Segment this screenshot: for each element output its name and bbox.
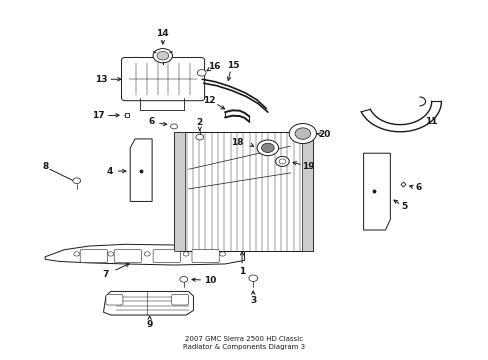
Text: 2: 2: [196, 118, 203, 127]
Circle shape: [153, 49, 172, 63]
Text: 16: 16: [208, 62, 220, 71]
Circle shape: [275, 157, 288, 166]
Text: 15: 15: [226, 61, 239, 70]
FancyBboxPatch shape: [192, 249, 219, 262]
Text: 8: 8: [43, 162, 49, 171]
Circle shape: [279, 159, 285, 164]
FancyBboxPatch shape: [153, 249, 180, 262]
Circle shape: [180, 276, 187, 282]
Circle shape: [248, 275, 257, 282]
Circle shape: [197, 69, 205, 76]
Text: 10: 10: [204, 275, 216, 284]
Text: 17: 17: [92, 111, 105, 120]
Text: 13: 13: [95, 75, 107, 84]
Polygon shape: [130, 139, 152, 202]
Polygon shape: [103, 292, 193, 315]
FancyBboxPatch shape: [106, 294, 122, 305]
Text: 2007 GMC Sierra 2500 HD Classic
Radiator & Components Diagram 3: 2007 GMC Sierra 2500 HD Classic Radiator…: [183, 336, 305, 350]
FancyBboxPatch shape: [114, 249, 141, 262]
FancyBboxPatch shape: [171, 294, 188, 305]
Text: 1: 1: [239, 267, 244, 276]
Circle shape: [74, 252, 80, 256]
Bar: [301, 132, 312, 251]
Bar: [174, 132, 312, 251]
Text: 6: 6: [148, 117, 154, 126]
Circle shape: [73, 178, 81, 184]
Circle shape: [294, 128, 310, 139]
Text: 5: 5: [401, 202, 407, 211]
Text: 12: 12: [203, 96, 215, 105]
Text: 14: 14: [156, 29, 169, 38]
Text: 4: 4: [106, 167, 112, 176]
Circle shape: [219, 252, 225, 256]
Text: 11: 11: [425, 117, 437, 126]
Circle shape: [257, 140, 278, 156]
Polygon shape: [45, 244, 244, 265]
Text: 19: 19: [302, 162, 314, 171]
Text: 6: 6: [415, 183, 421, 192]
Circle shape: [170, 124, 177, 129]
Bar: [174, 132, 184, 251]
FancyBboxPatch shape: [121, 58, 204, 101]
Text: 9: 9: [146, 320, 153, 329]
Text: 3: 3: [250, 296, 256, 305]
Circle shape: [183, 252, 189, 256]
Text: 7: 7: [102, 270, 109, 279]
Text: 18: 18: [230, 138, 243, 147]
Polygon shape: [363, 153, 389, 230]
Circle shape: [196, 134, 203, 140]
Circle shape: [157, 51, 168, 60]
Circle shape: [144, 252, 150, 256]
FancyBboxPatch shape: [80, 249, 107, 262]
Circle shape: [261, 143, 274, 153]
Circle shape: [108, 252, 114, 256]
Circle shape: [288, 123, 316, 144]
Text: 20: 20: [318, 130, 330, 139]
